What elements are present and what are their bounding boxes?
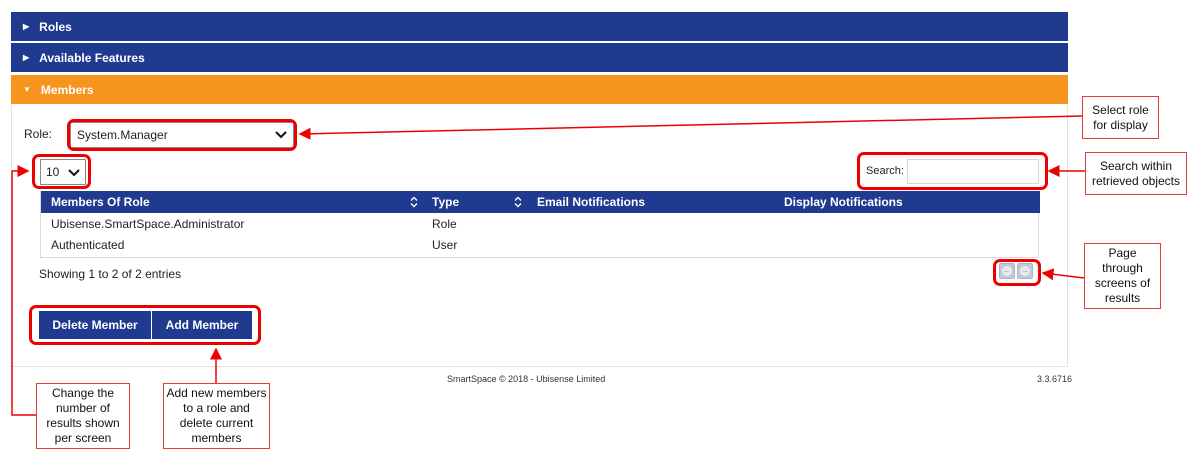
callout-select-role: Select role for display [1082, 96, 1159, 139]
callout-page-through: Page through screens of results [1084, 243, 1161, 309]
next-page-button[interactable]: → [1017, 263, 1033, 279]
role-label: Role: [24, 127, 53, 141]
member-type: User [432, 238, 458, 252]
sort-icon[interactable] [410, 196, 418, 208]
role-select-highlight [67, 119, 297, 151]
panel-available-features-title: Available Features [39, 50, 145, 65]
footer-version: 3.3.6716 [1037, 374, 1073, 384]
member-name: Authenticated [51, 238, 125, 252]
callout-search-within: Search within retrieved objects [1085, 152, 1187, 195]
column-display-notifications[interactable]: Display Notifications [784, 195, 903, 209]
prev-page-icon: ← [1002, 266, 1012, 276]
callout-add-new: Add new members to a role and delete cur… [163, 383, 270, 449]
add-member-button[interactable]: Add Member [152, 311, 252, 339]
column-type[interactable]: Type [432, 195, 460, 209]
pagination-highlight [993, 259, 1041, 286]
next-page-icon: → [1020, 266, 1030, 276]
role-select-value: System.Manager [77, 128, 168, 142]
member-name: Ubisense.SmartSpace.Administrator [51, 217, 245, 231]
panel-roles-title: Roles [39, 19, 72, 34]
table-row[interactable]: Authenticated User [41, 235, 1040, 256]
panel-members-title: Members [40, 82, 94, 97]
panel-members-header[interactable]: ▼ Members [11, 75, 1068, 104]
column-email-notifications[interactable]: Email Notifications [537, 195, 646, 209]
table-row[interactable]: Ubisense.SmartSpace.Administrator Role [41, 214, 1040, 235]
panel-available-features-header[interactable]: ▶ Available Features [11, 43, 1068, 72]
table-header: Members Of Role Type Email Notifications… [41, 191, 1040, 213]
table-info: Showing 1 to 2 of 2 entries [39, 267, 182, 281]
page-length-select[interactable]: 10 [40, 159, 86, 185]
delete-member-button[interactable]: Delete Member [39, 311, 151, 339]
callout-change-number: Change the number of results shown per s… [36, 383, 130, 449]
search-input[interactable] [907, 159, 1039, 184]
page-length-highlight [32, 154, 91, 189]
caret-right-icon: ▶ [23, 53, 30, 62]
caret-right-icon: ▶ [23, 22, 30, 31]
members-table: Members Of Role Type Email Notifications… [40, 191, 1040, 258]
prev-page-button[interactable]: ← [999, 263, 1015, 279]
caret-down-icon: ▼ [23, 85, 31, 94]
page-length-value: 10 [46, 165, 60, 179]
search-highlight [857, 152, 1048, 190]
sort-icon[interactable] [514, 196, 522, 208]
footer-copyright: SmartSpace © 2018 - Ubisense Limited [447, 374, 606, 384]
pagination: ← → [999, 263, 1035, 281]
panel-roles-header[interactable]: ▶ Roles [11, 12, 1068, 41]
chevron-down-icon [275, 131, 287, 139]
chevron-down-icon [68, 169, 80, 177]
buttons-highlight [29, 305, 261, 345]
search-label: Search: [866, 165, 904, 177]
role-select[interactable]: System.Manager [70, 122, 294, 148]
column-members-of-role[interactable]: Members Of Role [51, 195, 150, 209]
member-type: Role [432, 217, 457, 231]
